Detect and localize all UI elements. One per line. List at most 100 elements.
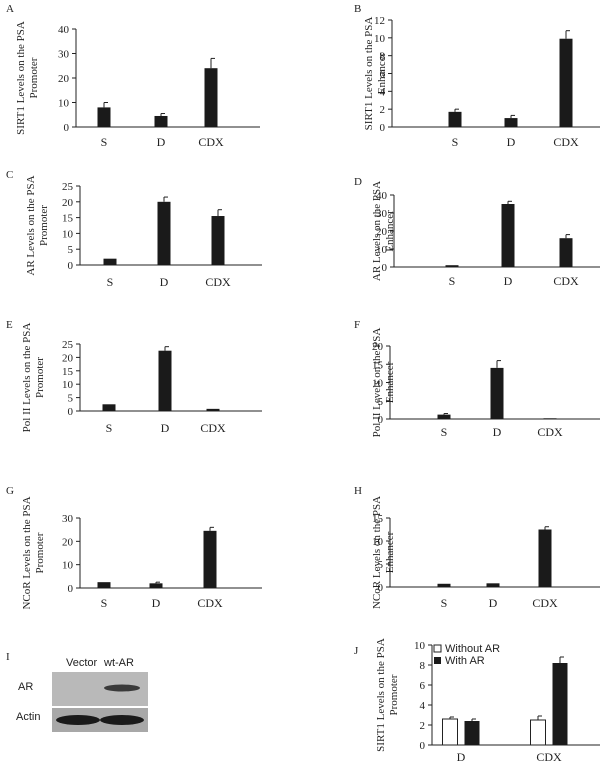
panel-letter-b: B — [354, 3, 361, 15]
panel-letter-f: F — [354, 319, 360, 331]
y-axis-label: Pol II Levels on the PSA Promoter — [21, 323, 46, 433]
y-tick-label: 25 — [62, 181, 74, 193]
category-label: D — [504, 274, 513, 288]
y-tick-label: 2 — [420, 720, 426, 732]
blot-lane-label-vector: Vector — [66, 657, 98, 669]
y-tick-label: 4 — [380, 86, 386, 98]
category-label: S — [101, 596, 108, 610]
legend-swatch — [434, 657, 441, 664]
y-tick-label: 5 — [68, 244, 74, 256]
y-tick-label: 10 — [58, 98, 70, 110]
category-label: D — [161, 421, 170, 435]
y-tick-label: 0 — [68, 406, 74, 418]
blot-band-actin-vector — [56, 715, 100, 725]
category-label: CDX — [553, 274, 579, 288]
bar — [486, 583, 500, 587]
category-label: D — [457, 750, 466, 762]
y-tick-label: 5 — [378, 396, 384, 408]
blot-row-label-ar: AR — [18, 681, 33, 693]
y-tick-label: 30 — [58, 49, 70, 61]
chart-panel-c: C 0 5 10 15 20 25 AR Levels on the PSA Promoter S… — [6, 169, 262, 289]
y-tick-label: 0 — [64, 122, 70, 134]
bar — [448, 111, 462, 127]
y-tick-label: 6 — [420, 680, 426, 692]
panel-letter-e: E — [6, 319, 13, 331]
y-axis-label-line: SIRT1 Levels on the PSA — [375, 638, 387, 752]
category-label: CDX — [198, 135, 224, 149]
y-tick-label: 12 — [374, 15, 385, 27]
y-tick-label: 10 — [62, 560, 74, 572]
category-label: S — [449, 274, 456, 288]
blot-band-actin-wt-ar — [100, 715, 144, 725]
y-tick-label: 15 — [62, 213, 74, 225]
panel-letter-c: C — [6, 169, 13, 181]
y-tick-label: 0 — [380, 122, 386, 134]
y-tick-label: 10 — [374, 33, 386, 45]
y-axis-label: NCoR Levels on the PSA Enhancer — [371, 496, 396, 609]
category-label: CDX — [532, 596, 558, 610]
bar — [538, 529, 552, 587]
y-tick-label: 20 — [62, 536, 74, 548]
category-label: S — [452, 135, 459, 149]
category-label: D — [152, 596, 161, 610]
y-axis-label-line: Enhancer — [384, 361, 396, 403]
y-axis-label: Pol II Levels on the PSA Enhancer — [371, 328, 396, 438]
legend-label: With AR — [445, 655, 485, 667]
category-label: CDX — [536, 750, 562, 762]
bar-without-ar — [530, 719, 546, 746]
y-axis-label-line: Pol II Levels on the PSA — [21, 323, 33, 433]
category-label: S — [106, 421, 113, 435]
category-label: D — [493, 425, 502, 439]
bar — [206, 408, 220, 411]
y-axis-label: AR Levels on the PSA Promoter — [25, 175, 50, 275]
y-tick-label: 20 — [62, 352, 74, 364]
bar-with-ar — [464, 721, 480, 745]
y-tick-label: 0 — [382, 262, 388, 274]
bar — [97, 582, 111, 588]
y-tick-label: 0 — [378, 582, 384, 594]
bar — [158, 350, 172, 411]
y-tick-label: 8 — [380, 51, 386, 63]
blot-lane-label-wt-ar: wt-AR — [103, 657, 134, 669]
chart-panel-a: A 0 10 20 30 40 SIRT1 Levels on the PSA Promote… — [6, 3, 260, 149]
blot-band-ar — [104, 684, 140, 692]
y-tick-label: 10 — [62, 379, 74, 391]
category-label: CDX — [205, 275, 231, 289]
y-tick-label: 20 — [58, 73, 70, 85]
y-tick-label: 2 — [380, 104, 386, 116]
bar — [102, 404, 116, 411]
bar — [559, 238, 573, 267]
y-tick-label: 10 — [62, 228, 74, 240]
bar — [203, 530, 217, 588]
y-axis-label-line: NCoR Levels on the PSA — [21, 496, 33, 609]
chart-panel-j: J 0 2 4 6 8 10 SIRT1 Levels on the PSA Promoter D… — [354, 638, 600, 764]
category-label: CDX — [553, 135, 579, 149]
bar — [157, 201, 171, 265]
y-axis-label-line: Promoter — [34, 357, 46, 398]
y-tick-label: 5 — [68, 393, 74, 405]
category-label: D — [160, 275, 169, 289]
y-tick-label: 30 — [62, 513, 74, 525]
y-axis-label-line: Promoter — [388, 674, 400, 715]
bar — [149, 583, 163, 588]
panel-letter-h: H — [354, 485, 362, 497]
panel-letter-j: J — [354, 645, 359, 657]
y-axis-label-line: SIRT1 Levels on the PSA — [363, 17, 375, 131]
y-axis-label-line: Promoter — [28, 57, 40, 98]
y-axis-label-line: Enhancer — [384, 210, 396, 252]
y-axis-label: SIRT1 Levels on the PSA Promoter — [375, 638, 400, 752]
legend-swatch — [433, 644, 442, 653]
category-label: S — [441, 596, 448, 610]
y-tick-label: 40 — [376, 190, 388, 202]
y-axis-label-line: Promoter — [38, 205, 50, 246]
y-axis-label-line: AR Levels on the PSA — [371, 181, 383, 281]
y-tick-label: 40 — [58, 24, 70, 36]
bar-with-ar — [552, 663, 568, 745]
y-axis-label: AR Levels on the PSA Enhancer — [371, 181, 396, 281]
y-axis-label: SIRT1 Levels on the PSA Enhancer — [363, 17, 388, 131]
y-tick-label: 0 — [420, 740, 426, 752]
panel-letter-I: I — [6, 651, 10, 663]
